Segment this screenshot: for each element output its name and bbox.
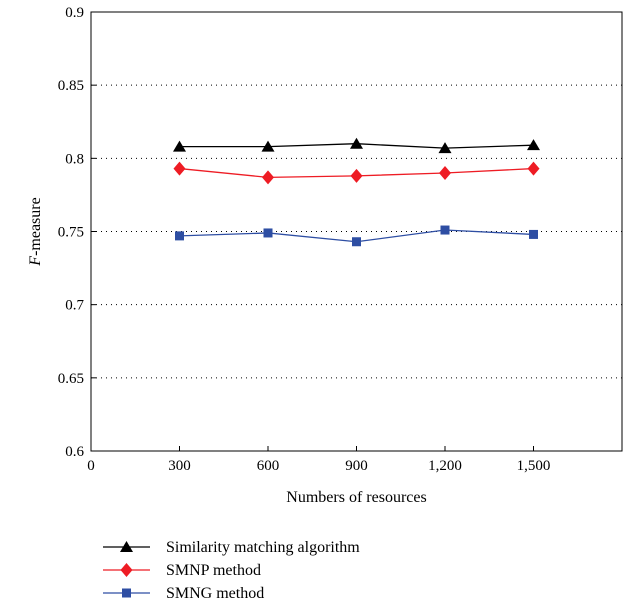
y-tick-label: 0.7 bbox=[65, 298, 84, 314]
legend-marker bbox=[122, 588, 131, 598]
y-tick-label: 0.85 bbox=[58, 78, 84, 94]
data-point bbox=[527, 161, 540, 176]
y-axis-title-rest: -measure bbox=[27, 197, 44, 256]
data-point bbox=[438, 142, 452, 154]
y-tick-label: 0.75 bbox=[58, 225, 84, 241]
data-point bbox=[173, 161, 186, 176]
legend-marker bbox=[120, 541, 133, 552]
data-point bbox=[439, 165, 451, 180]
data-point bbox=[261, 140, 275, 152]
y-tick-label: 0.65 bbox=[58, 371, 84, 387]
data-point bbox=[529, 229, 538, 239]
x-axis-title: Numbers of resources bbox=[286, 489, 426, 506]
y-axis-title-italic: F bbox=[27, 256, 44, 267]
legend-marker bbox=[120, 563, 133, 577]
series-3 bbox=[175, 225, 538, 247]
data-point bbox=[527, 139, 540, 151]
axis-ticks: 0.6 0.65 0.7 0.75 0.8 0.85 0.9 0 300 600 900 1,200 1… bbox=[58, 5, 551, 474]
series-group bbox=[173, 137, 540, 247]
x-tick-label: 1,500 bbox=[517, 458, 551, 474]
series-1 bbox=[173, 137, 540, 154]
x-tick-label: 300 bbox=[168, 458, 191, 474]
data-point bbox=[262, 170, 274, 185]
data-point bbox=[173, 140, 186, 152]
grid-lines bbox=[91, 84, 622, 379]
data-point bbox=[350, 168, 363, 183]
x-tick-label: 600 bbox=[257, 458, 280, 474]
legend-label: SMNG method bbox=[166, 585, 264, 602]
series-2 bbox=[173, 161, 540, 185]
data-point bbox=[440, 225, 450, 235]
data-point bbox=[350, 137, 363, 149]
y-tick-label: 0.6 bbox=[65, 444, 84, 460]
y-tick-label: 0.8 bbox=[65, 151, 84, 167]
legend: Similarity matching algorithm SMNP method… bbox=[103, 539, 360, 602]
data-point bbox=[175, 231, 184, 241]
legend-item: Similarity matching algorithm bbox=[103, 539, 360, 556]
legend-label: SMNP method bbox=[166, 562, 261, 579]
x-tick-label: 1,200 bbox=[428, 458, 462, 474]
legend-item: SMNG method bbox=[103, 585, 264, 602]
y-tick-label: 0.9 bbox=[65, 5, 84, 21]
x-tick-label: 0 bbox=[87, 458, 95, 474]
data-point bbox=[263, 228, 273, 238]
data-point bbox=[352, 237, 361, 247]
legend-label: Similarity matching algorithm bbox=[166, 539, 360, 556]
y-axis-title: F-measure bbox=[27, 197, 44, 266]
x-tick-label: 900 bbox=[345, 458, 368, 474]
legend-item: SMNP method bbox=[103, 562, 261, 579]
